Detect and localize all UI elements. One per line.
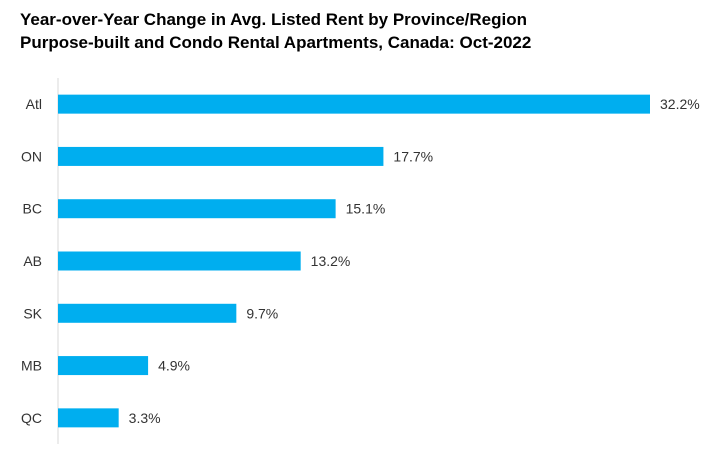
bar-bc — [58, 199, 336, 219]
data-label-bc: 15.1% — [346, 201, 386, 217]
category-label-on: ON — [21, 148, 42, 164]
chart-title-line-1: Year-over-Year Change in Avg. Listed Ren… — [20, 10, 527, 29]
data-label-sk: 9.7% — [246, 305, 278, 321]
bar-qc — [58, 408, 119, 428]
bar-mb — [58, 356, 149, 376]
category-label-atl: Atl — [26, 96, 42, 112]
category-label-qc: QC — [21, 410, 42, 426]
data-label-atl: 32.2% — [660, 96, 700, 112]
data-label-qc: 3.3% — [129, 410, 161, 426]
bar-atl — [58, 94, 650, 114]
data-label-mb: 4.9% — [158, 358, 190, 374]
bar-sk — [58, 303, 237, 323]
bar-on — [58, 146, 384, 166]
category-label-ab: AB — [23, 253, 42, 269]
data-label-on: 17.7% — [393, 148, 433, 164]
bar-ab — [58, 251, 301, 271]
chart-subtitle: Purpose-built and Condo Rental Apartment… — [20, 33, 532, 52]
category-label-sk: SK — [23, 305, 42, 321]
category-label-mb: MB — [21, 358, 42, 374]
data-label-ab: 13.2% — [311, 253, 351, 269]
category-label-bc: BC — [23, 201, 42, 217]
chart-title: Year-over-Year Change in Avg. Listed Ren… — [20, 8, 531, 54]
